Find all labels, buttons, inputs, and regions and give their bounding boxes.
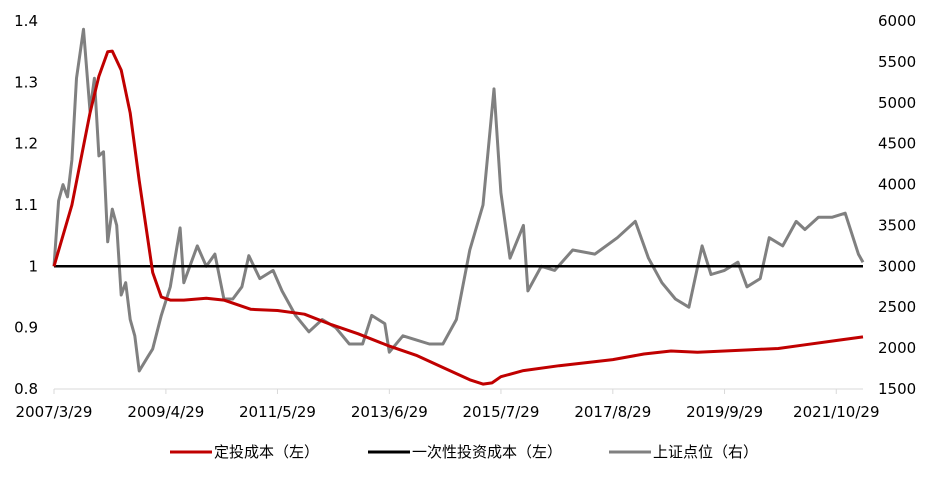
left-tick-label: 1 [28, 257, 38, 275]
plot-area [52, 27, 865, 386]
right-tick-label: 1500 [878, 380, 916, 398]
right-tick-label: 3000 [878, 257, 916, 275]
right-tick-label: 4000 [878, 176, 916, 194]
x-axis: 2007/3/29 2009/4/29 2011/5/29 2013/6/29 2015… [16, 388, 880, 421]
legend-label-2: 上证点位（右） [653, 443, 758, 461]
x-tick-label: 2013/6/29 [351, 403, 428, 421]
right-tick-label: 6000 [878, 12, 916, 30]
right-tick-label: 2000 [878, 339, 916, 357]
right-tick-label: 2500 [878, 298, 916, 316]
legend: 定投成本（左） 一次性投资成本（左） 上证点位（右） [170, 443, 758, 461]
x-tick-label: 2017/8/29 [574, 403, 651, 421]
x-tick-label: 2009/4/29 [127, 403, 204, 421]
left-tick-label: 0.9 [14, 319, 38, 337]
series-line-0 [52, 49, 864, 386]
series-line-2 [52, 27, 865, 373]
right-tick-label: 3500 [878, 216, 916, 234]
right-tick-label: 5000 [878, 94, 916, 112]
left-tick-label: 1.1 [14, 196, 38, 214]
x-tick-label: 2007/3/29 [16, 403, 93, 421]
x-tick-label: 2015/7/29 [462, 403, 539, 421]
left-tick-label: 1.2 [14, 135, 38, 153]
x-tick-label: 2011/5/29 [239, 403, 316, 421]
right-tick-label: 5500 [878, 53, 916, 71]
right-axis: 1500 2000 2500 3000 3500 4000 4500 5000 5500 6000 [878, 12, 916, 398]
legend-label-1: 一次性投资成本（左） [412, 443, 562, 461]
x-tick-label: 2019/9/29 [686, 403, 763, 421]
left-tick-label: 1.3 [14, 73, 38, 91]
x-tick-label: 2021/10/29 [793, 403, 879, 421]
left-axis: 0.8 0.9 1 1.1 1.2 1.3 1.4 [14, 12, 38, 398]
right-tick-label: 4500 [878, 135, 916, 153]
left-tick-label: 0.8 [14, 380, 38, 398]
left-tick-label: 1.4 [14, 12, 38, 30]
legend-label-0: 定投成本（左） [214, 443, 319, 461]
